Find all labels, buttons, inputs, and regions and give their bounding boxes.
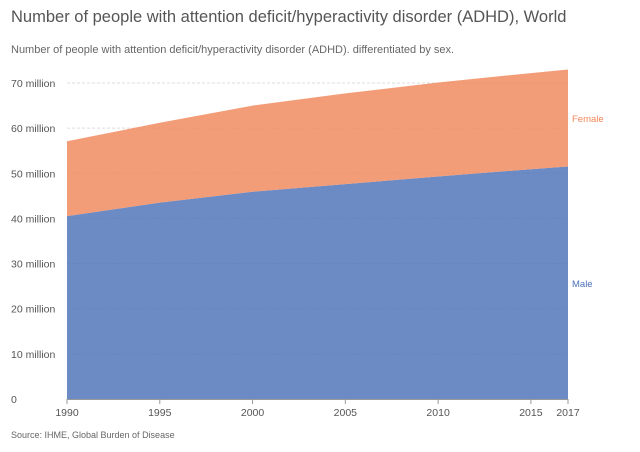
y-tick-label: 40 million	[11, 213, 56, 225]
series-label-female: Female	[572, 114, 604, 125]
source-note: Source: IHME, Global Burden of Disease	[11, 430, 175, 440]
x-tick-label: 2017	[556, 407, 580, 419]
y-tick-label: 10 million	[11, 349, 56, 361]
x-tick-label: 2000	[241, 407, 265, 419]
chart-subtitle: Number of people with attention deficit/…	[11, 44, 455, 56]
y-tick-label: 50 million	[11, 168, 56, 180]
area-female	[67, 69, 568, 217]
y-axis: 0 10 million 20 million 30 million 40 millio…	[11, 78, 56, 406]
x-axis: 1990 1995 2000 2005 2010 2015 2017	[55, 399, 580, 419]
x-tick-label: 2010	[426, 407, 450, 419]
area-male	[67, 166, 568, 399]
x-tick-label: 2005	[334, 407, 358, 419]
y-tick-label: 70 million	[11, 78, 56, 90]
y-tick-label: 60 million	[11, 123, 56, 135]
area-series	[67, 69, 568, 399]
x-tick-label: 2015	[519, 407, 543, 419]
series-label-male: Male	[572, 279, 593, 290]
x-tick-label: 1995	[148, 407, 172, 419]
y-tick-label: 0	[11, 394, 17, 406]
x-tick-label: 1990	[55, 407, 79, 419]
chart-title: Number of people with attention deficit/…	[11, 8, 567, 26]
y-tick-label: 30 million	[11, 259, 56, 271]
y-tick-label: 20 million	[11, 304, 56, 316]
series-labels: Male Female	[572, 114, 604, 290]
